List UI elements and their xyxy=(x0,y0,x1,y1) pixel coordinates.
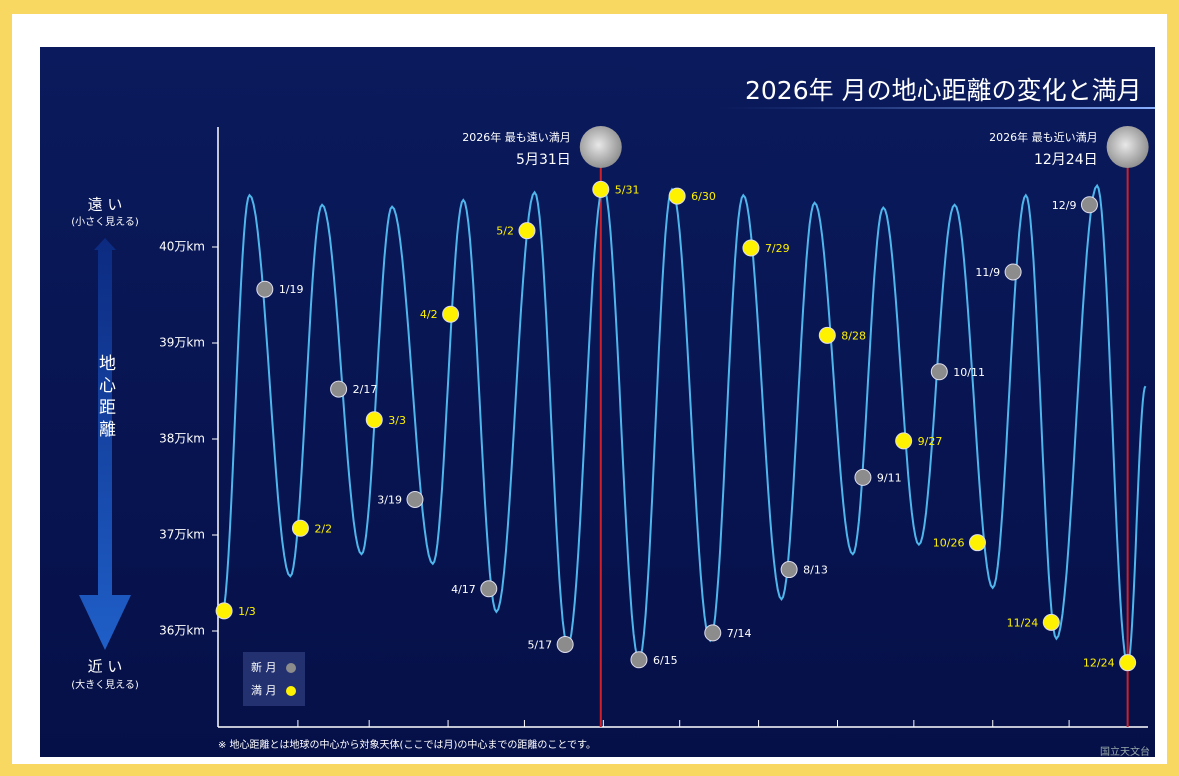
legend-label: 新 月 xyxy=(251,660,277,674)
annotation-text: 2026年 最も近い満月 xyxy=(989,130,1098,144)
point-label: 5/31 xyxy=(615,183,640,196)
moon-point xyxy=(442,305,460,323)
point-label: 5/2 xyxy=(496,225,514,238)
point-label: 5/17 xyxy=(527,638,552,651)
moon-point xyxy=(780,561,798,579)
far-label: 遠 い xyxy=(88,196,123,214)
moon-image xyxy=(579,126,622,168)
far-note: (小さく見える) xyxy=(71,216,139,228)
point-label: 3/19 xyxy=(377,493,402,506)
chart-title: 2026年 月の地心距離の変化と満月 xyxy=(745,76,1142,105)
moon-point xyxy=(968,534,986,552)
moon-point xyxy=(291,519,309,537)
y-tick-label: 37万km xyxy=(159,528,205,542)
moon-point xyxy=(818,326,836,344)
point-label: 1/19 xyxy=(279,283,304,296)
annotation-text: 2026年 最も遠い満月 xyxy=(462,130,571,144)
moon-image xyxy=(1106,126,1149,168)
distance-curve xyxy=(220,183,1147,667)
legend-swatch xyxy=(286,663,296,673)
moon-point xyxy=(1080,196,1098,214)
moon-point xyxy=(1042,613,1060,631)
point-label: 9/27 xyxy=(918,435,943,448)
point-label: 11/24 xyxy=(1007,616,1039,629)
near-note: (大きく見える) xyxy=(71,678,139,691)
point-label: 11/9 xyxy=(975,266,1000,279)
point-label: 6/15 xyxy=(653,654,678,667)
moon-point xyxy=(704,624,722,642)
annotation-date: 12月24日 xyxy=(1034,152,1098,168)
point-label: 4/17 xyxy=(451,583,476,596)
moon-point xyxy=(668,187,686,205)
moon-point xyxy=(406,490,424,508)
moon-point xyxy=(592,180,610,198)
point-label: 4/2 xyxy=(420,308,438,321)
y-tick-label: 38万km xyxy=(159,432,205,446)
point-label: 12/9 xyxy=(1052,199,1077,212)
point-label: 10/11 xyxy=(953,366,985,379)
moon-point xyxy=(215,602,233,620)
near-label: 近 い xyxy=(88,658,123,676)
moon-point xyxy=(630,651,648,669)
legend-swatch xyxy=(286,686,296,696)
point-label: 7/29 xyxy=(765,242,790,255)
moon-point xyxy=(854,468,872,486)
y-tick-label: 39万km xyxy=(159,336,205,350)
y-axis-label: 地心距離 xyxy=(95,354,116,442)
moon-point xyxy=(556,635,574,653)
legend-label: 満 月 xyxy=(251,684,277,697)
moon-point xyxy=(480,580,498,598)
y-tick-label: 40万km xyxy=(159,240,205,254)
legend xyxy=(243,652,305,706)
point-label: 2/2 xyxy=(314,522,332,535)
moon-point xyxy=(256,280,274,298)
arrow xyxy=(79,238,131,650)
moon-point xyxy=(330,380,348,398)
title-rule xyxy=(718,107,1155,109)
point-label: 12/24 xyxy=(1083,657,1115,670)
y-tick-label: 36万km xyxy=(159,624,205,638)
point-label: 9/11 xyxy=(877,471,902,484)
moon-point xyxy=(895,432,913,450)
point-label: 3/3 xyxy=(388,414,406,427)
moon-point xyxy=(365,411,383,429)
point-label: 10/26 xyxy=(933,537,965,550)
moon-point xyxy=(1119,654,1137,672)
point-label: 7/14 xyxy=(727,627,752,640)
point-label: 2/17 xyxy=(353,383,378,396)
point-label: 8/28 xyxy=(841,329,866,342)
moon-point xyxy=(742,239,760,257)
point-label: 8/13 xyxy=(803,564,828,577)
moon-point xyxy=(1004,263,1022,281)
moon-point xyxy=(518,222,536,240)
point-label: 1/3 xyxy=(238,605,256,618)
moon-point xyxy=(930,363,948,381)
annotation-date: 5月31日 xyxy=(516,152,571,168)
footnote: ※ 地心距離とは地球の中心から対象天体(ここでは月)の中心までの距離のことです。 xyxy=(218,738,596,751)
point-label: 6/30 xyxy=(691,190,716,203)
credit: 国立天文台 xyxy=(1100,745,1150,758)
plot: 2026年 月の地心距離の変化と満月 遠 い (小さく見える) 近 い (大きく… xyxy=(40,47,1155,758)
